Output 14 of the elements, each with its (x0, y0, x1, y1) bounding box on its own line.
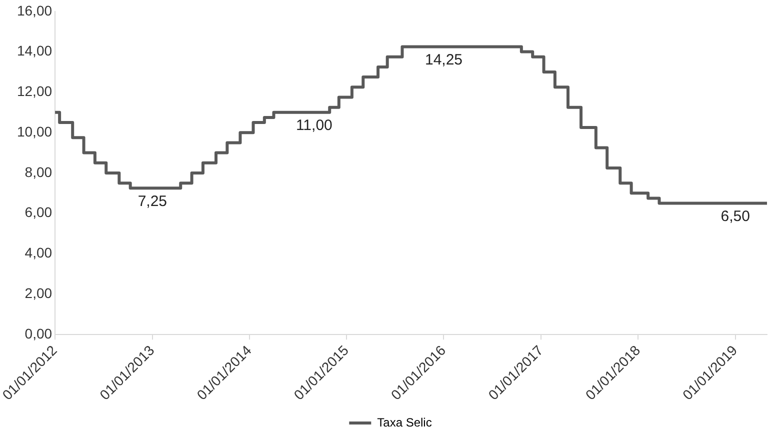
y-tick-label: 16,00 (16, 2, 52, 18)
annotation: 7,25 (138, 192, 168, 210)
y-tick-label: 8,00 (24, 164, 52, 180)
y-tick-label: 6,00 (24, 204, 52, 220)
annotation: 11,00 (296, 117, 332, 134)
annotation: 6,50 (720, 208, 750, 225)
y-tick-label: 14,00 (16, 42, 52, 59)
y-tick-label: 2,00 (24, 285, 52, 302)
y-tick-label: 4,00 (24, 244, 52, 261)
annotation: 14,25 (424, 51, 463, 68)
legend-label: Taxa Selic (377, 415, 432, 430)
y-tick-label: 12,00 (16, 83, 52, 100)
y-tick-label: 0,00 (24, 325, 52, 342)
y-tick-label: 10,00 (16, 123, 52, 140)
